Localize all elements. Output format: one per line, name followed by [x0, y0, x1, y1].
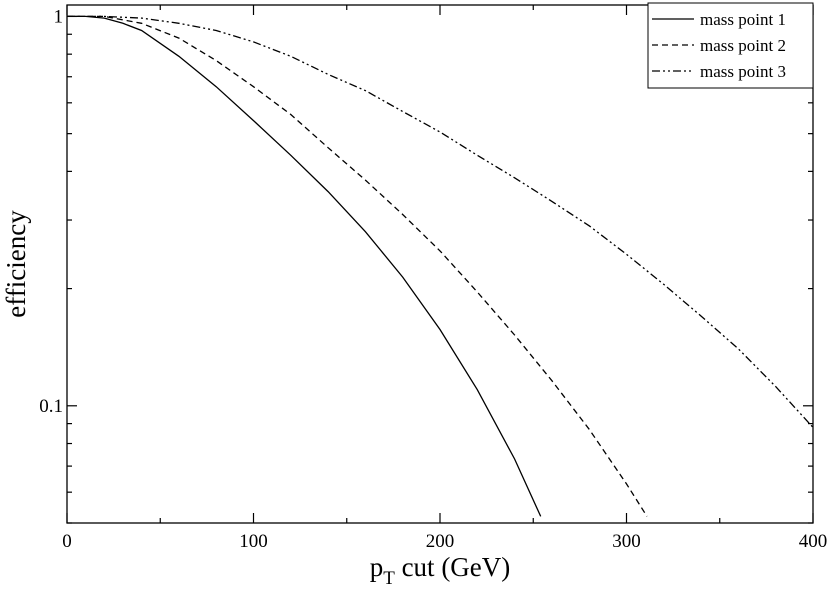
- x-tick-label: 200: [426, 531, 455, 552]
- x-tick-label: 100: [239, 531, 268, 552]
- series-line-2: [67, 15, 648, 517]
- legend-label-1: mass point 1: [700, 10, 786, 29]
- axis-ticks: 0 100 200 300 400 1 0.1: [39, 5, 827, 552]
- legend-label-3: mass point 3: [700, 62, 786, 81]
- x-axis-label-subscript: T: [383, 568, 395, 589]
- legend: mass point 1 mass point 2 mass point 3: [647, 2, 814, 89]
- x-axis-label-rest: cut (GeV): [395, 552, 510, 582]
- x-tick-label: 0: [62, 531, 72, 552]
- series-line-1: [67, 15, 542, 517]
- series-group: [67, 15, 813, 517]
- y-axis-label: efficiency: [1, 210, 31, 318]
- y-tick-label: 0.1: [39, 396, 63, 417]
- x-axis-label: pT cut (GeV): [370, 552, 511, 589]
- x-tick-label: 300: [612, 531, 641, 552]
- x-tick-label: 400: [799, 531, 828, 552]
- series-line-3: [67, 15, 813, 428]
- y-tick-label: 1: [54, 6, 64, 27]
- x-axis-label-main: p: [370, 552, 384, 582]
- legend-label-2: mass point 2: [700, 36, 786, 55]
